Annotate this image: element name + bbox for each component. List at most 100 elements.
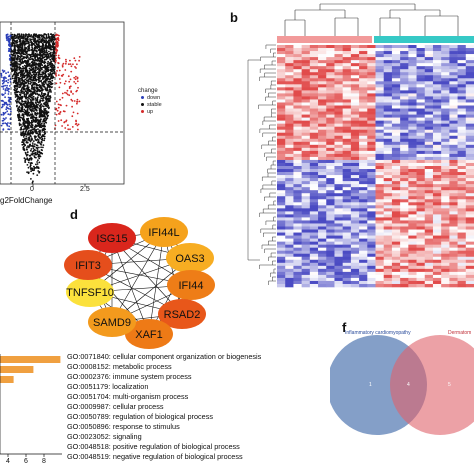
- heatmap-cell: [432, 87, 442, 91]
- volcano-point: [28, 129, 30, 132]
- heatmap-cell: [457, 150, 467, 155]
- heatmap-cell: [391, 172, 401, 176]
- heatmap-cell: [318, 66, 327, 70]
- heatmap-cell: [416, 144, 426, 149]
- heatmap-cell: [391, 244, 401, 248]
- heatmap-cell: [359, 265, 368, 270]
- heatmap-cell: [285, 123, 294, 127]
- heatmap-cell: [326, 150, 335, 155]
- volcano-point: [8, 125, 11, 128]
- heatmap-cell: [350, 147, 360, 152]
- volcano-point: [35, 63, 38, 66]
- volcano-point: [29, 140, 32, 143]
- heatmap-cell: [301, 60, 311, 64]
- heatmap-cell: [408, 63, 417, 67]
- heatmap-cell: [326, 72, 335, 76]
- volcano-point: [37, 71, 39, 74]
- heatmap-cell: [350, 220, 360, 224]
- heatmap-cell: [277, 256, 286, 261]
- heatmap-cell: [367, 214, 376, 218]
- volcano-point: [40, 146, 42, 149]
- heatmap-cell: [424, 268, 434, 273]
- heatmap-cell: [400, 265, 409, 270]
- heatmap-cell: [424, 45, 434, 49]
- volcano-point: [60, 119, 63, 122]
- heatmap-cell: [277, 120, 286, 124]
- volcano-point: [22, 146, 25, 149]
- volcano-point: [38, 105, 41, 107]
- heatmap-cell: [432, 169, 442, 173]
- volcano-point: [26, 74, 29, 76]
- volcano-point: [32, 63, 35, 65]
- heatmap-cell: [457, 253, 467, 258]
- volcano-point: [28, 54, 31, 56]
- heatmap-cell: [350, 223, 360, 227]
- heatmap-cell: [359, 241, 368, 245]
- heatmap-cell: [318, 190, 327, 194]
- heatmap-cell: [350, 271, 360, 276]
- heatmap-cell: [416, 135, 426, 140]
- volcano-point: [11, 66, 14, 68]
- heatmap-cell: [334, 63, 343, 67]
- volcano-point: [49, 100, 51, 103]
- heatmap-cell: [293, 45, 302, 49]
- heatmap-cell: [350, 156, 360, 161]
- heatmap-cell: [465, 123, 474, 127]
- heatmap-cell: [400, 199, 409, 203]
- legend-item-up: up: [141, 108, 162, 115]
- volcano-point: [34, 71, 37, 74]
- heatmap-cell: [367, 196, 376, 200]
- volcano-point: [42, 134, 44, 137]
- volcano-point: [39, 59, 42, 61]
- volcano-point: [28, 77, 31, 80]
- volcano-point: [47, 91, 50, 94]
- heatmap-cell: [277, 178, 286, 182]
- heatmap-cell: [432, 256, 442, 261]
- heatmap-cell: [277, 105, 286, 109]
- heatmap-cell: [318, 208, 327, 212]
- heatmap-cell: [465, 93, 474, 97]
- heatmap-cell: [277, 81, 286, 85]
- heatmap-cell: [318, 51, 327, 55]
- heatmap-cell: [408, 226, 417, 230]
- network-node-label: ISG15: [96, 233, 127, 245]
- heatmap-cell: [326, 259, 335, 264]
- heatmap-cell: [441, 111, 450, 115]
- heatmap-cell: [326, 108, 335, 112]
- volcano-point: [25, 100, 27, 103]
- heatmap-cell: [326, 241, 335, 245]
- volcano-point: [21, 141, 23, 144]
- heatmap-cell: [309, 274, 319, 279]
- heatmap-cell: [375, 93, 385, 97]
- heatmap-cell: [441, 220, 450, 224]
- heatmap-cell: [457, 99, 467, 103]
- heatmap-cell: [326, 211, 335, 215]
- heatmap-cell: [441, 229, 450, 233]
- panel-letter-d: d: [70, 207, 78, 222]
- volcano-point: [36, 47, 39, 50]
- volcano-point: [35, 147, 38, 149]
- heatmap-cell: [367, 256, 376, 261]
- volcano-point: [37, 84, 40, 87]
- volcano-legend: change down stable up: [138, 88, 162, 115]
- heatmap-cell: [342, 159, 352, 164]
- heatmap-cell: [416, 99, 426, 103]
- heatmap-cell: [277, 229, 286, 233]
- heatmap-cell: [457, 60, 467, 64]
- volcano-point: [66, 89, 69, 92]
- volcano-point: [32, 81, 34, 84]
- heatmap-cell: [449, 220, 458, 224]
- heatmap-cell: [293, 114, 302, 118]
- heatmap-cell: [408, 54, 417, 58]
- volcano-point: [27, 159, 30, 162]
- heatmap-cell: [375, 193, 385, 197]
- heatmap-cell: [449, 144, 458, 149]
- heatmap-cell: [465, 190, 474, 194]
- heatmap-cell: [424, 81, 434, 85]
- heatmap-cell: [350, 184, 360, 188]
- heatmap-cell: [309, 90, 319, 94]
- heatmap-cell: [334, 178, 343, 182]
- volcano-point: [45, 41, 47, 43]
- volcano-point: [4, 84, 6, 87]
- volcano-point: [48, 50, 50, 53]
